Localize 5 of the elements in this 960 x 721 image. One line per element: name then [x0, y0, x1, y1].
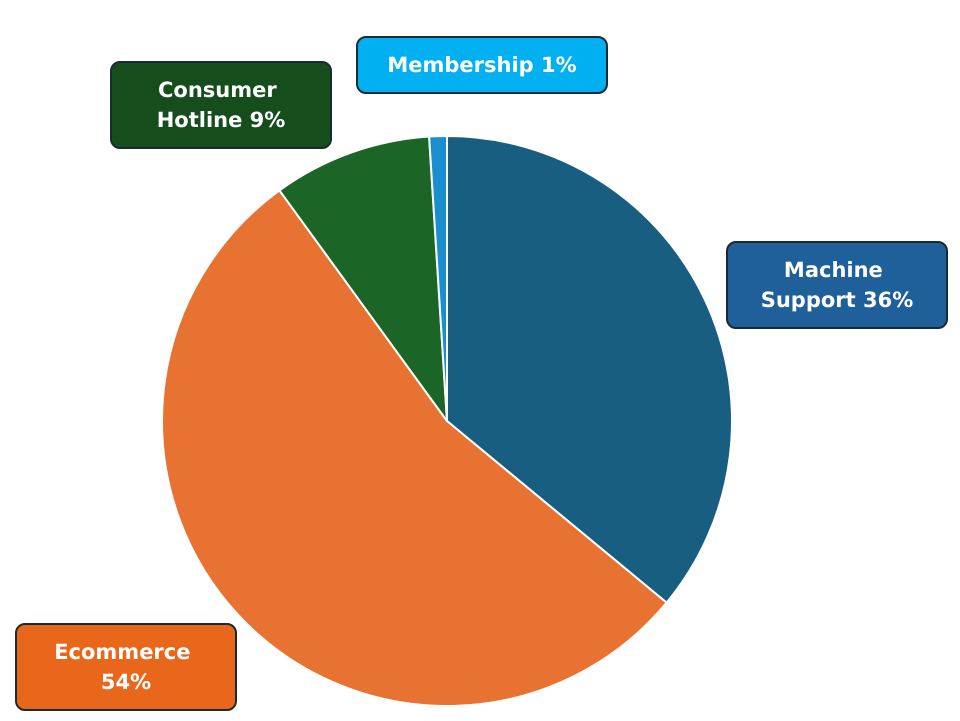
slice-label: Membership 1%	[387, 53, 577, 77]
slice-label: Consumer Hotline 9%	[156, 78, 286, 132]
data-label: 54%	[100, 670, 152, 694]
slice-label: Ecommerce	[54, 640, 198, 664]
slice-label: Machine Support 36%	[760, 258, 914, 312]
